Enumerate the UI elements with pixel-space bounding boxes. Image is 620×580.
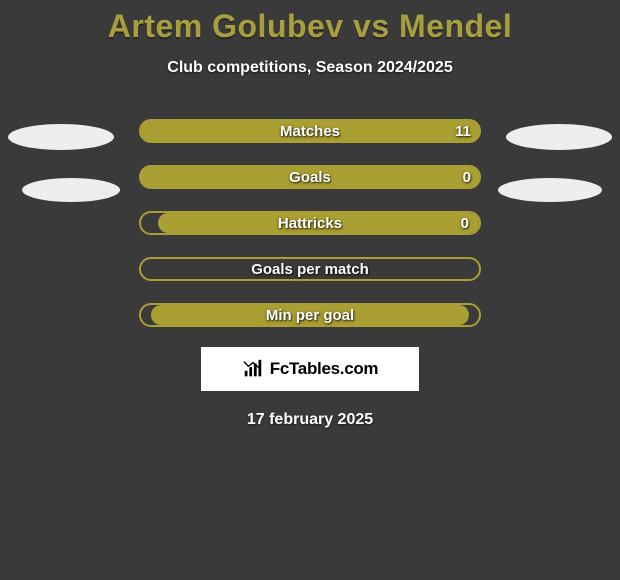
stat-value: 11 <box>455 123 471 140</box>
stat-row: Matches 11 <box>139 119 481 143</box>
stat-label: Matches <box>280 123 340 140</box>
page-title: Artem Golubev vs Mendel <box>0 0 620 45</box>
decorative-ellipse <box>506 124 612 150</box>
stat-label: Hattricks <box>278 215 342 232</box>
stat-row: Min per goal <box>139 303 481 327</box>
stat-label: Goals <box>289 169 331 186</box>
stat-row: Goals per match <box>139 257 481 281</box>
stat-value: 0 <box>461 215 469 232</box>
stat-value: 0 <box>463 169 471 186</box>
stat-row: Goals 0 <box>139 165 481 189</box>
date-text: 17 february 2025 <box>0 411 620 429</box>
decorative-ellipse <box>8 124 114 150</box>
stat-label: Goals per match <box>251 261 369 278</box>
stat-label: Min per goal <box>266 307 354 324</box>
brand-badge: FcTables.com <box>201 347 419 391</box>
stats-container: Matches 11 Goals 0 Hattricks 0 Goals per match… <box>0 119 620 327</box>
stat-row: Hattricks 0 <box>139 211 481 235</box>
brand-text: FcTables.com <box>270 359 379 379</box>
page-subtitle: Club competitions, Season 2024/2025 <box>0 59 620 77</box>
chart-bar-icon <box>242 358 264 380</box>
decorative-ellipse <box>22 178 120 202</box>
decorative-ellipse <box>498 178 602 202</box>
